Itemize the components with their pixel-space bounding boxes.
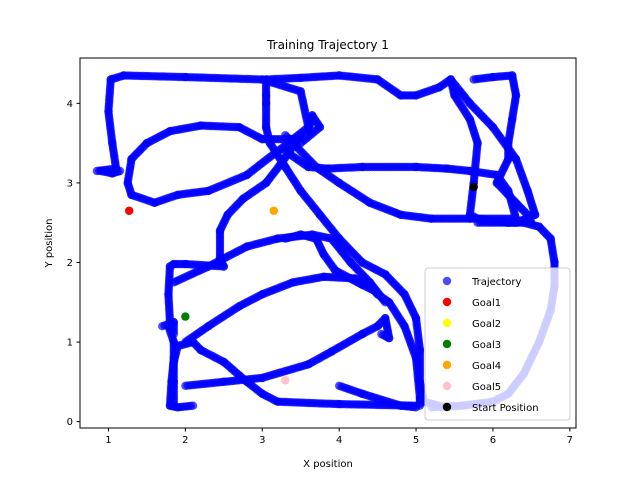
legend-marker [442, 297, 452, 307]
trajectory-point [511, 214, 521, 223]
legend-label: Trajectory [471, 277, 521, 288]
goal1-marker [125, 206, 134, 215]
legend-item: Goal5 [442, 381, 501, 393]
legend-item: Goal4 [442, 360, 501, 372]
trajectory-point [377, 329, 386, 339]
trajectory-segment [281, 146, 521, 223]
legend-marker [442, 339, 452, 349]
trajectory-segment [281, 230, 378, 295]
trajectory-segment [281, 131, 521, 223]
chart-title: Training Trajectory 1 [266, 38, 389, 52]
legend-item: Start Position [442, 402, 539, 414]
x-tick-label: 6 [490, 435, 496, 446]
legend-marker [442, 276, 452, 286]
trajectory-point [381, 298, 390, 307]
legend-marker [442, 402, 452, 412]
x-tick-label: 4 [336, 435, 342, 446]
legend-label: Goal5 [472, 382, 501, 393]
legend-label: Goal3 [472, 340, 501, 351]
goal4-marker [269, 206, 278, 215]
points-layer [125, 182, 478, 385]
trajectory-layer [92, 71, 559, 412]
goal5-marker [281, 376, 290, 385]
legend-label: Goal2 [472, 319, 501, 330]
trajectory-point [304, 127, 313, 136]
y-axis-label: Y position [44, 219, 55, 269]
start-position-marker [469, 182, 478, 192]
trajectory-point [115, 166, 125, 176]
x-axis-label: X position [303, 459, 353, 470]
x-tick-label: 3 [259, 435, 265, 446]
y-tick-label: 4 [67, 99, 73, 110]
trajectory-point [188, 401, 198, 410]
x-tick-label: 7 [567, 435, 573, 446]
x-tick-label: 5 [413, 435, 419, 446]
legend-box [424, 267, 571, 421]
plot-frame [79, 57, 577, 429]
trajectory-segment [181, 314, 394, 390]
trajectory-segment [296, 111, 325, 148]
legend-label: Start Position [472, 403, 539, 414]
legend-item: Goal1 [442, 297, 501, 309]
legend-label: Goal1 [472, 298, 501, 309]
legend-label: Goal4 [472, 361, 501, 372]
y-tick-label: 3 [67, 178, 73, 189]
goal3-marker [181, 312, 190, 321]
x-axis: 1 2 3 4 5 6 7 [105, 428, 573, 446]
trajectory-segment [169, 230, 390, 307]
legend-item: Goal3 [442, 339, 501, 351]
trajectory-segment [158, 318, 178, 339]
legend-item: Trajectory [442, 276, 521, 288]
legend-item: Goal2 [442, 318, 501, 330]
legend-marker [442, 318, 452, 328]
legend-marker [442, 381, 452, 391]
legend-marker [442, 360, 452, 370]
legend: Trajectory Goal1 Goal2 Goal3 Goal4 Goal5 Start… [424, 267, 571, 421]
trajectory-point [369, 286, 378, 295]
x-tick-label: 2 [182, 435, 188, 446]
y-tick-label: 2 [67, 258, 73, 269]
trajectory-point [169, 329, 178, 339]
y-tick-label: 0 [67, 417, 73, 428]
trajectory-segment [96, 166, 125, 178]
x-tick-label: 1 [105, 435, 111, 446]
y-axis: 0 1 2 3 4 [67, 99, 80, 428]
y-tick-label: 1 [67, 338, 73, 349]
